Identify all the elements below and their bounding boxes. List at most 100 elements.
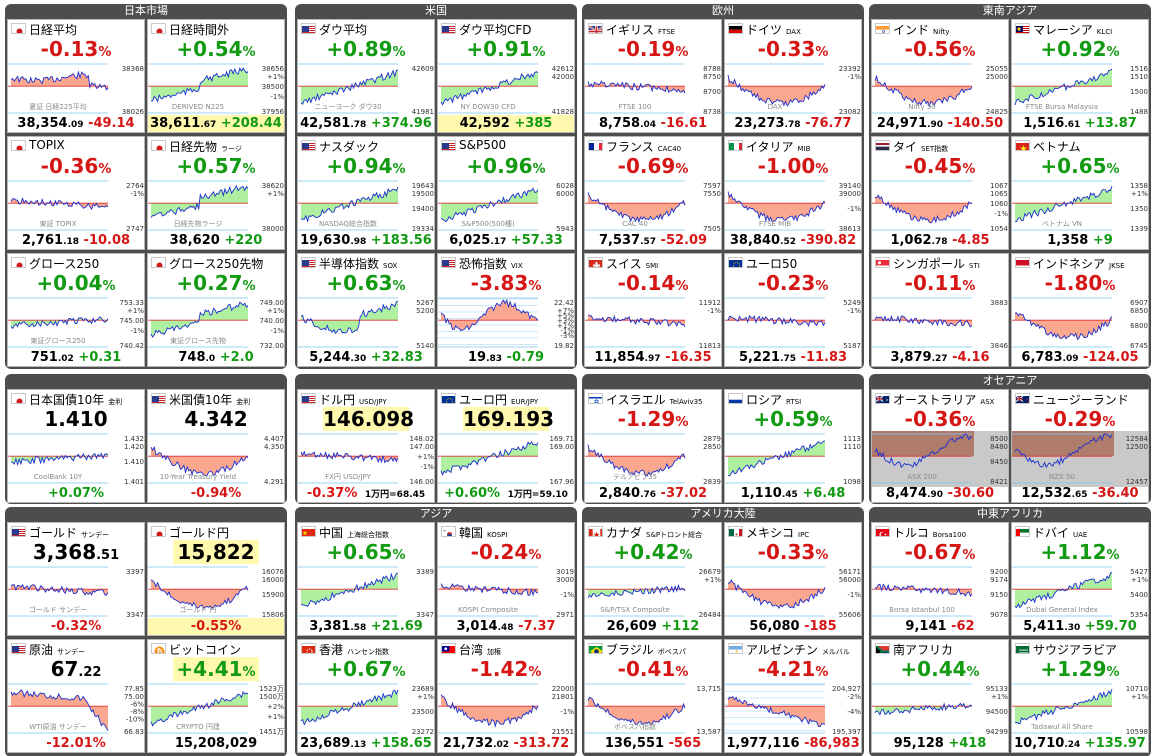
ae-flag-icon: [1015, 526, 1030, 537]
market-card[interactable]: インドネシア JKSE -1.80% 6907 6745 6850 6800 6,783.09…: [1011, 253, 1149, 367]
market-card[interactable]: 韓国 KOSPI -0.24% 3019 2971 3000 -1% KOSPI Compos…: [437, 522, 575, 636]
change-percent: +0.89%: [298, 37, 434, 61]
market-card[interactable]: ニュージーランド -0.29% 12584 12457 12500 NZX 50 12,53…: [1011, 389, 1149, 503]
market-card[interactable]: イギリス FTSE -0.19% 8788 8738 8750 8700 FTSE 100 8,…: [584, 19, 722, 133]
market-card[interactable]: S&P500 +0.96% 6028 5943 6000 S&P500(500種) 6,02…: [437, 136, 575, 250]
price-change: -140.50: [947, 116, 1004, 131]
market-card[interactable]: 原油 サンデー 67.22 77.85 66.83 75.00 -6% -8% -10% WTI原…: [7, 639, 145, 753]
axis-low-label: 26484: [699, 611, 722, 619]
card-header: 香港 ハンセン指数: [298, 640, 434, 657]
market-card[interactable]: 日経時間外 +0.54% 38656 37956 +1% 38500 -1% DERIVED …: [147, 19, 285, 133]
price-value: 5,244: [309, 350, 351, 365]
change-percent: -0.67%: [872, 540, 1008, 564]
change-percent: +0.59%: [725, 407, 861, 431]
market-subname: 金利: [108, 398, 123, 406]
yen-conversion: 1万円=59.10: [507, 490, 568, 500]
price-footer: -0.55%: [148, 618, 284, 635]
market-card[interactable]: ダウ平均CFD +0.91% 42612 41828 42000 NY DOW30 CFD…: [437, 19, 575, 133]
market-card[interactable]: アルゼンチン メルバル -4.21% 204,927 195,397 -2% -4% 1,97…: [724, 639, 862, 753]
price-footer: 26,609 +112: [585, 618, 721, 635]
market-card[interactable]: ユーロ円 EUR/JPY 169.193 169.71 167.96 169.00 +0.6…: [437, 389, 575, 503]
card-header: 台湾 加権: [438, 640, 574, 657]
market-card[interactable]: ₿ ビットコイン +4.41% 1523万 1451万 1500万 +2% +1% CRYPTO…: [147, 639, 285, 753]
price-value: 1,062: [890, 233, 932, 248]
market-card[interactable]: ゴールド サンデー 3,368.51 3397 3347 ゴールド サンデー -0.32%: [7, 522, 145, 636]
axis-high-label: 1358: [1130, 182, 1148, 190]
market-card[interactable]: ナスダック +0.94% 19643 19334 19500 19400 NASDAQ総合指…: [297, 136, 435, 250]
market-card[interactable]: サウジアラビア +1.29% 10710 10598 +1% Tadawul All Sh…: [1011, 639, 1149, 753]
market-subname: ボベスパ: [657, 648, 686, 656]
card-header: グロース250: [8, 254, 144, 271]
market-card[interactable]: イタリア MIB -1.00% 39140 38613 39000 -1% FTSE MIB 3…: [724, 136, 862, 250]
change-percent: -0.41%: [585, 657, 721, 681]
market-card[interactable]: カナダ S&Pトロント総合 +0.42% 26679 26484 +1% S&P/TSX C…: [584, 522, 722, 636]
market-card[interactable]: インド Nifty -0.56% 25055 24825 25000 Nifty 50 24,…: [871, 19, 1009, 133]
market-card[interactable]: ブラジル ボベスパ -0.41% 13,715 13,587 ボベスパ指数 136,551 …: [584, 639, 722, 753]
market-card[interactable]: 香港 ハンセン指数 +0.67% 23689 23272 +1% 23500 23,689.1…: [297, 639, 435, 753]
market-subname: Borsa100: [932, 531, 967, 539]
change-percent: -0.24%: [438, 540, 574, 564]
market-card[interactable]: 南アフリカ +0.44% 95133 94299 +1% 94500 95,128 +418: [871, 639, 1009, 753]
market-card[interactable]: タイ SET指数 -0.45% 1067 1054 1065 1060 -1% 1,062.78…: [871, 136, 1009, 250]
market-card[interactable]: マレーシア KLCI +0.92% 1516 1488 1510 1500 FTSE Burs…: [1011, 19, 1149, 133]
market-name-text: 香港: [319, 643, 344, 657]
market-card[interactable]: シンガポール STI -0.11% 3883 3846 3,879.27 -4.16: [871, 253, 1009, 367]
market-card[interactable]: 中国 上海総合指数 +0.65% 3389 3347 3,381.58 +21.69: [297, 522, 435, 636]
market-card[interactable]: ゴールド円 15,822 16076 15806 16000 15900 ゴールド 円 -0.…: [147, 522, 285, 636]
market-card[interactable]: グロース250 +0.04% 753.33 740.42 +1% 745.00 -1% 東証グ…: [7, 253, 145, 367]
price-change: -313.72: [513, 736, 570, 751]
market-card[interactable]: ドバイ UAE +1.12% 5427 5354 +1% 5400 Dubai General…: [1011, 522, 1149, 636]
group-title: 中東アフリカ: [977, 507, 1043, 520]
market-card[interactable]: ベトナム +0.65% 1358 1339 +1% 1350 ベトナム VN 1,358 +9: [1011, 136, 1149, 250]
card-header: ドバイ UAE: [1012, 523, 1148, 540]
market-card[interactable]: 日経平均 -0.13% 38368 38026 夏証 日経225平均 38,354.09 …: [7, 19, 145, 133]
axis-low-label: 2971: [556, 611, 574, 619]
axis-low-label: 7505: [703, 225, 721, 233]
market-name-text: イギリス: [606, 23, 655, 37]
price-footer: 15,208,029: [148, 735, 284, 752]
price-value: 38,620: [169, 233, 220, 248]
card-header: 日経平均: [8, 20, 144, 37]
us-flag-icon: [11, 526, 26, 537]
market-name-text: 日経時間外: [169, 23, 230, 37]
axis-labels: 38620 38000 +1% 日経先物ラージ: [174, 182, 284, 233]
market-card[interactable]: ダウ平均 +0.89% 42609 41981 ニューヨーク ダウ30 42,581.78…: [297, 19, 435, 133]
market-card[interactable]: オーストラリア ASX -0.36% 8500 8421 8480 8450 ASX 200 8…: [871, 389, 1009, 503]
axis-tick-label: +1%: [417, 453, 434, 461]
change-percent: +0.63%: [298, 271, 434, 295]
axis-labels: 1067 1054 1065 1060 -1%: [990, 182, 1008, 233]
market-card[interactable]: TOPIX -0.36% 2764 2747 -1% 東証 TOPIX 2,761.18 -…: [7, 136, 145, 250]
market-card[interactable]: トルコ Borsa100 -0.67% 9200 9078 9174 9150 Borsa I…: [871, 522, 1009, 636]
big-value: -1.42: [470, 657, 529, 681]
market-name-text: マレーシア: [1033, 23, 1093, 37]
market-card[interactable]: メキシコ IPC -0.33% 56171 55606 56000 -1% 56,080 -1…: [724, 522, 862, 636]
market-card[interactable]: 日本国債10年 金利 1.410 1.432 1.401 1.420 1.410 CoolBa…: [7, 389, 145, 503]
market-card[interactable]: 日経先物 ラージ +0.57% 38620 38000 +1% 日経先物ラージ 38,620 …: [147, 136, 285, 250]
market-card[interactable]: ドイツ DAX -0.33% 23392 23082 -1% DAX 23,273.78 -7…: [724, 19, 862, 133]
axis-tick-label: -1%: [847, 591, 861, 599]
market-card[interactable]: 米国債10年 金利 4.342 4.407 4.291 4.350 10-Year Trea…: [147, 389, 285, 503]
axis-labels: 23689 23272 +1% 23500: [412, 685, 434, 736]
change-percent: +1.29%: [1012, 657, 1148, 681]
market-card[interactable]: 台湾 加権 -1.42% 22000 21551 21801 -1% 21,732.02 -3…: [437, 639, 575, 753]
market-card[interactable]: 恐怖指数 VIX -3.83% 22.42 19.82 +7% +5% +3% +1% -1% -3…: [437, 253, 575, 367]
market-card[interactable]: グロース250先物 +0.27% 749.00 732.00 +1% 740.00 -1% 東…: [147, 253, 285, 367]
market-card[interactable]: ドル円 USD/JPY 146.098 148.02 146.00 147.00 +1% -1…: [297, 389, 435, 503]
axis-low-label: 732.00: [260, 342, 285, 350]
axis-tick-label: 21801: [552, 693, 574, 701]
axis-low-label: 10598: [1126, 728, 1148, 736]
market-card[interactable]: 半導体指数 SOX +0.63% 5267 5140 5200 5,244.30 +32.8…: [297, 253, 435, 367]
axis-low-label: 24825: [986, 108, 1008, 116]
svg-text:₿: ₿: [157, 648, 163, 654]
market-card[interactable]: スイス SMI -0.14% 11912 11813 -1% 11,854.97 -16.3…: [584, 253, 722, 367]
market-subname: 上海総合指数: [347, 531, 390, 539]
axis-tick-label: 169.00: [550, 443, 575, 451]
axis-high-label: 8788: [703, 65, 721, 73]
price-value: 5,221: [738, 350, 781, 365]
axis-labels: 25055 24825 25000 Nifty 50: [908, 65, 1008, 116]
change-percent: +0.67%: [298, 657, 434, 681]
market-card[interactable]: イスラエル TelAviv35 -1.29% 2879 2839 2850 テルアビブ35 2…: [584, 389, 722, 503]
market-card[interactable]: フランス CAC40 -0.69% 7597 7505 7550 CAC 40 7,537.5…: [584, 136, 722, 250]
market-card[interactable]: ユーロ50 -0.23% 5249 5187 -1% 5,221.75 -11.83: [724, 253, 862, 367]
market-card[interactable]: ロシア RTSI +0.59% 1113 1098 1110 1,110.45 +6.48: [724, 389, 862, 503]
